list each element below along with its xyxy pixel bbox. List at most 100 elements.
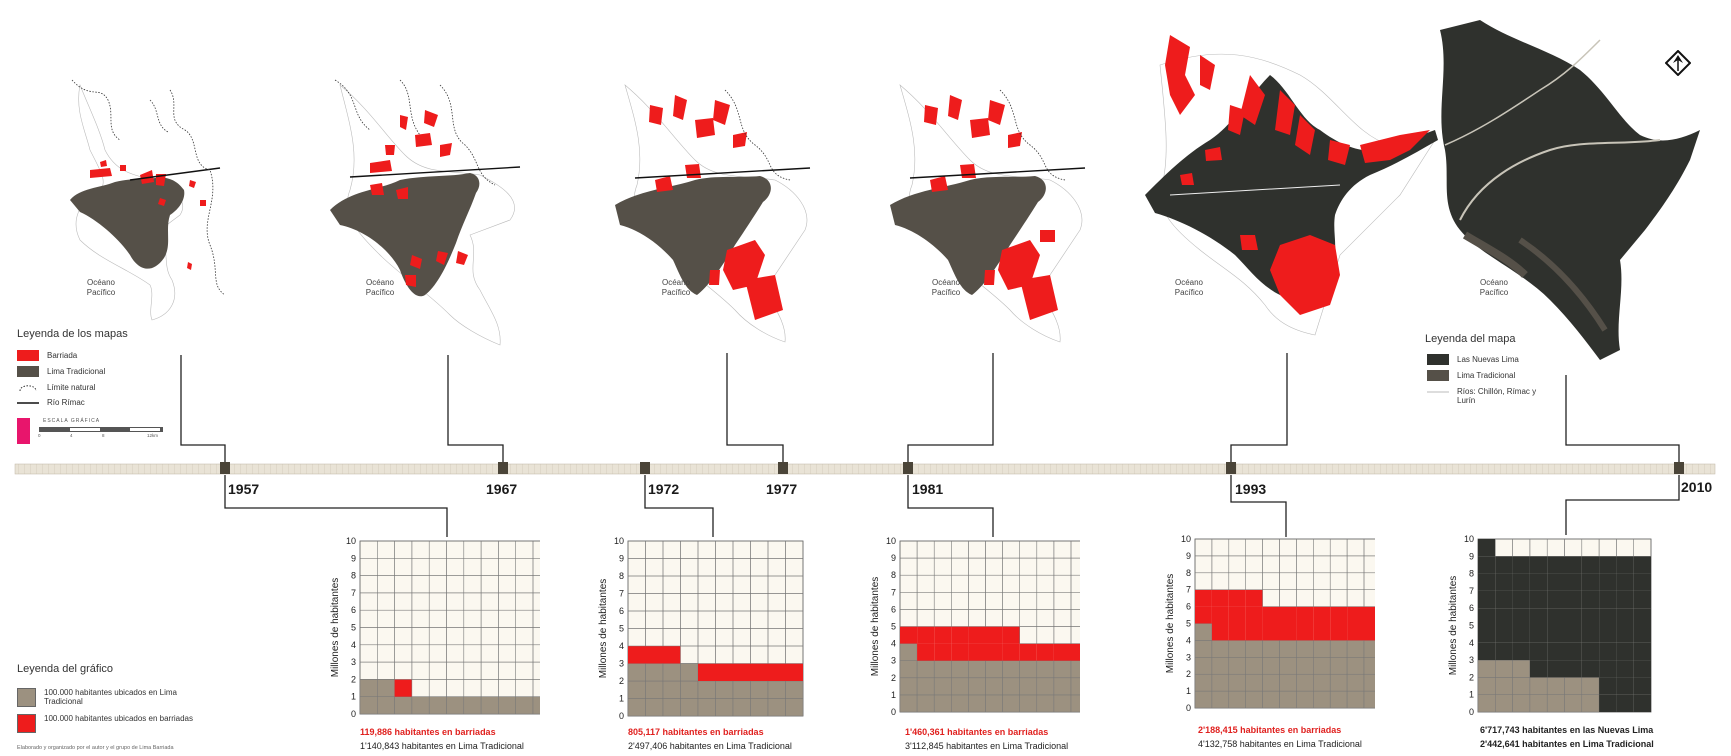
y-tick-label: 0 — [1469, 707, 1474, 717]
y-tick-label: 6 — [619, 606, 624, 616]
lima-tradicional-cell — [1346, 690, 1365, 709]
y-tick-label: 6 — [1469, 603, 1474, 613]
y-axis-label: Millones de habitantes — [330, 578, 341, 678]
nuevas-lima-cell — [1529, 625, 1548, 643]
y-tick-label: 7 — [891, 587, 896, 597]
lima-tradicional-cell — [1279, 690, 1297, 709]
nuevas-lima-cell — [1616, 642, 1634, 661]
map-legend-item-limite-natural: Límite natural — [17, 382, 95, 393]
nuevas-lima-cell — [1495, 625, 1513, 643]
river-line-icon — [17, 402, 39, 404]
lima-tradicional-cell — [1313, 690, 1331, 709]
timeline-marker-1957 — [220, 462, 230, 474]
nuevas-lima-cell — [1599, 660, 1617, 678]
barriada-cell — [1002, 626, 1020, 644]
y-tick-label: 7 — [1469, 586, 1474, 596]
chart-2010-caption-tradicional: 2'442,641 habitantes en Lima Tradicional — [1480, 739, 1654, 749]
chart-1972-caption-tradicional: 2'497,406 habitantes en Lima Tradicional — [628, 741, 792, 751]
nuevas-lima-cell — [1633, 590, 1651, 609]
lima-tradicional-cell — [645, 663, 664, 682]
lima-tradicional-cell — [1546, 694, 1565, 713]
lima-tradicional-cell — [1262, 673, 1280, 692]
y-tick-label: 7 — [619, 589, 624, 599]
barriada-cell — [733, 663, 751, 681]
y-tick-label: 4 — [1469, 638, 1474, 648]
lima-tradicional-cell — [750, 698, 769, 717]
connector-map-1981 — [907, 353, 994, 463]
barriada-cell — [968, 643, 986, 661]
lima-tradicional-cell — [916, 677, 935, 696]
lima-tradicional-cell — [1363, 673, 1375, 692]
y-tick-label: 5 — [619, 624, 624, 634]
y-tick-label: 3 — [619, 659, 624, 669]
lima-tradicional-cell — [767, 698, 786, 717]
lima-tradicional-cell — [732, 680, 751, 699]
barriada-cell — [1279, 606, 1297, 624]
lima-tradicional-swatch — [17, 366, 39, 377]
nuevas-lima-cell — [1599, 608, 1617, 626]
connector-chart-1993 — [1230, 475, 1287, 537]
y-tick-label: 3 — [1186, 652, 1191, 662]
nuevas-lima-cell — [1512, 590, 1530, 609]
map-1972 — [615, 84, 811, 343]
y-tick-label: 8 — [1186, 568, 1191, 578]
lima-tradicional-cell — [1313, 640, 1331, 658]
timeline-marker-1993 — [1226, 462, 1236, 474]
lima-tradicional-cell — [1228, 657, 1246, 675]
chart-1957: Millones de habitantes 0 1 2 3 4 5 6 7 8 9 10 — [330, 536, 540, 719]
ocean-label-1981: Océano Pacífico — [931, 278, 961, 297]
river-line-icon — [1427, 391, 1449, 393]
lima-tradicional-cell — [1477, 694, 1496, 713]
barriada-cell — [1313, 606, 1331, 624]
lima-tradicional-cell — [899, 643, 918, 661]
nuevas-lima-cell — [1547, 608, 1565, 626]
map-1957 — [70, 79, 226, 321]
nuevas-lima-cell — [1495, 608, 1513, 626]
chart-legend-item-barriadas: 100.000 habitantes ubicados en barriadas — [17, 714, 194, 733]
nuevas-lima-cell — [1478, 590, 1496, 609]
map-legend-item-barriada: Barriada — [17, 350, 77, 361]
nuevas-lima-cell — [1529, 573, 1548, 591]
lima-tradicional-cell — [377, 696, 395, 715]
nuevas-lima-cell — [1529, 660, 1548, 678]
lima-tradicional-cell — [1019, 660, 1038, 679]
lima-tradicional-cell — [985, 677, 1003, 696]
lima-tradicional-cell — [1194, 657, 1213, 675]
lima-tradicional-cell — [1512, 659, 1531, 678]
timeline-marker-1977 — [778, 462, 788, 474]
nuevas-lima-cell — [1478, 539, 1496, 557]
barriada-cell — [1036, 643, 1054, 661]
empty-cell — [532, 661, 540, 680]
barriada-cell — [1228, 606, 1246, 624]
y-tick-label: 0 — [619, 711, 624, 721]
lima-tradicional-cell — [1036, 660, 1055, 679]
lima-tradicional-cell — [1070, 660, 1080, 679]
y-tick-label: 8 — [351, 571, 356, 581]
legend-label: Las Nuevas Lima — [1457, 355, 1519, 364]
y-tick-label: 9 — [1186, 551, 1191, 561]
chart-1957-caption-tradicional: 1'140,843 habitantes en Lima Tradicional — [360, 741, 524, 751]
empty-cell — [532, 558, 540, 576]
lima-tradicional-cell — [697, 680, 716, 699]
lima-tradicional-cell — [662, 663, 681, 682]
barriada-cell — [628, 646, 646, 664]
barriada-cell — [1211, 623, 1229, 641]
lima-tradicional-cell — [1477, 677, 1496, 695]
lima-tradicional-cell — [1262, 690, 1280, 709]
connector-chart-1957 — [224, 475, 448, 537]
lima-tradicional-cell — [1329, 673, 1348, 692]
lima-tradicional-cell — [1036, 694, 1055, 713]
y-tick-label: 10 — [346, 536, 356, 546]
map-2010 — [1440, 20, 1700, 360]
y-tick-label: 10 — [614, 536, 624, 546]
lima-tradicional-cell — [1495, 677, 1513, 695]
connector-map-1967 — [447, 355, 504, 463]
chart-2010-caption-nuevas-lima: 6'717,743 habitantes en las Nuevas Lima — [1480, 725, 1654, 735]
lima-tradicional-cell — [1346, 657, 1365, 675]
lima-tradicional-cell — [645, 698, 664, 717]
connector-chart-1972 — [644, 475, 714, 537]
nuevas-lima-cell — [1581, 625, 1600, 643]
barriada-cell — [663, 646, 681, 664]
empty-cell — [532, 540, 540, 559]
lima-tradicional-cell — [1245, 673, 1263, 692]
